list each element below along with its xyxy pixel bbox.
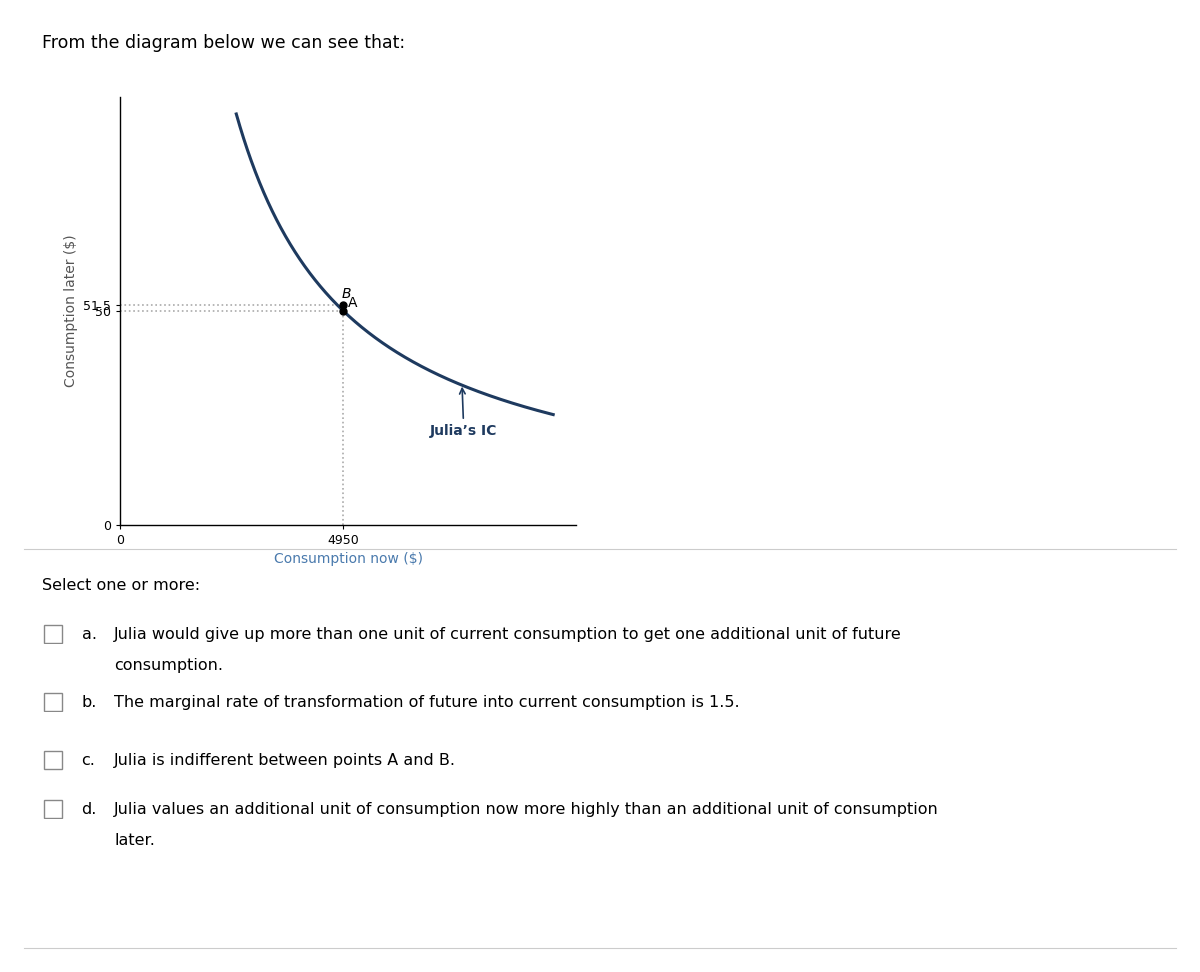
Bar bbox=[43, 800, 62, 817]
Text: b.: b. bbox=[82, 695, 97, 710]
Text: A: A bbox=[348, 296, 358, 310]
Bar bbox=[43, 693, 62, 711]
Text: Julia’s IC: Julia’s IC bbox=[430, 389, 498, 437]
Text: Julia values an additional unit of consumption now more highly than an additiona: Julia values an additional unit of consu… bbox=[114, 802, 938, 816]
Text: Julia is indifferent between points A and B.: Julia is indifferent between points A an… bbox=[114, 753, 456, 768]
X-axis label: Consumption now ($): Consumption now ($) bbox=[274, 552, 422, 567]
Bar bbox=[43, 751, 62, 769]
Text: From the diagram below we can see that:: From the diagram below we can see that: bbox=[42, 34, 406, 52]
Text: Select one or more:: Select one or more: bbox=[42, 578, 200, 593]
Text: c.: c. bbox=[82, 753, 96, 768]
Text: later.: later. bbox=[114, 833, 155, 848]
Text: consumption.: consumption. bbox=[114, 658, 223, 673]
Text: a.: a. bbox=[82, 627, 97, 642]
Text: Julia would give up more than one unit of current consumption to get one additio: Julia would give up more than one unit o… bbox=[114, 627, 901, 642]
Bar bbox=[43, 625, 62, 642]
Text: The marginal rate of transformation of future into current consumption is 1.5.: The marginal rate of transformation of f… bbox=[114, 695, 739, 710]
Y-axis label: Consumption later ($): Consumption later ($) bbox=[64, 234, 78, 388]
Text: d.: d. bbox=[82, 802, 97, 816]
Text: B: B bbox=[341, 287, 350, 301]
